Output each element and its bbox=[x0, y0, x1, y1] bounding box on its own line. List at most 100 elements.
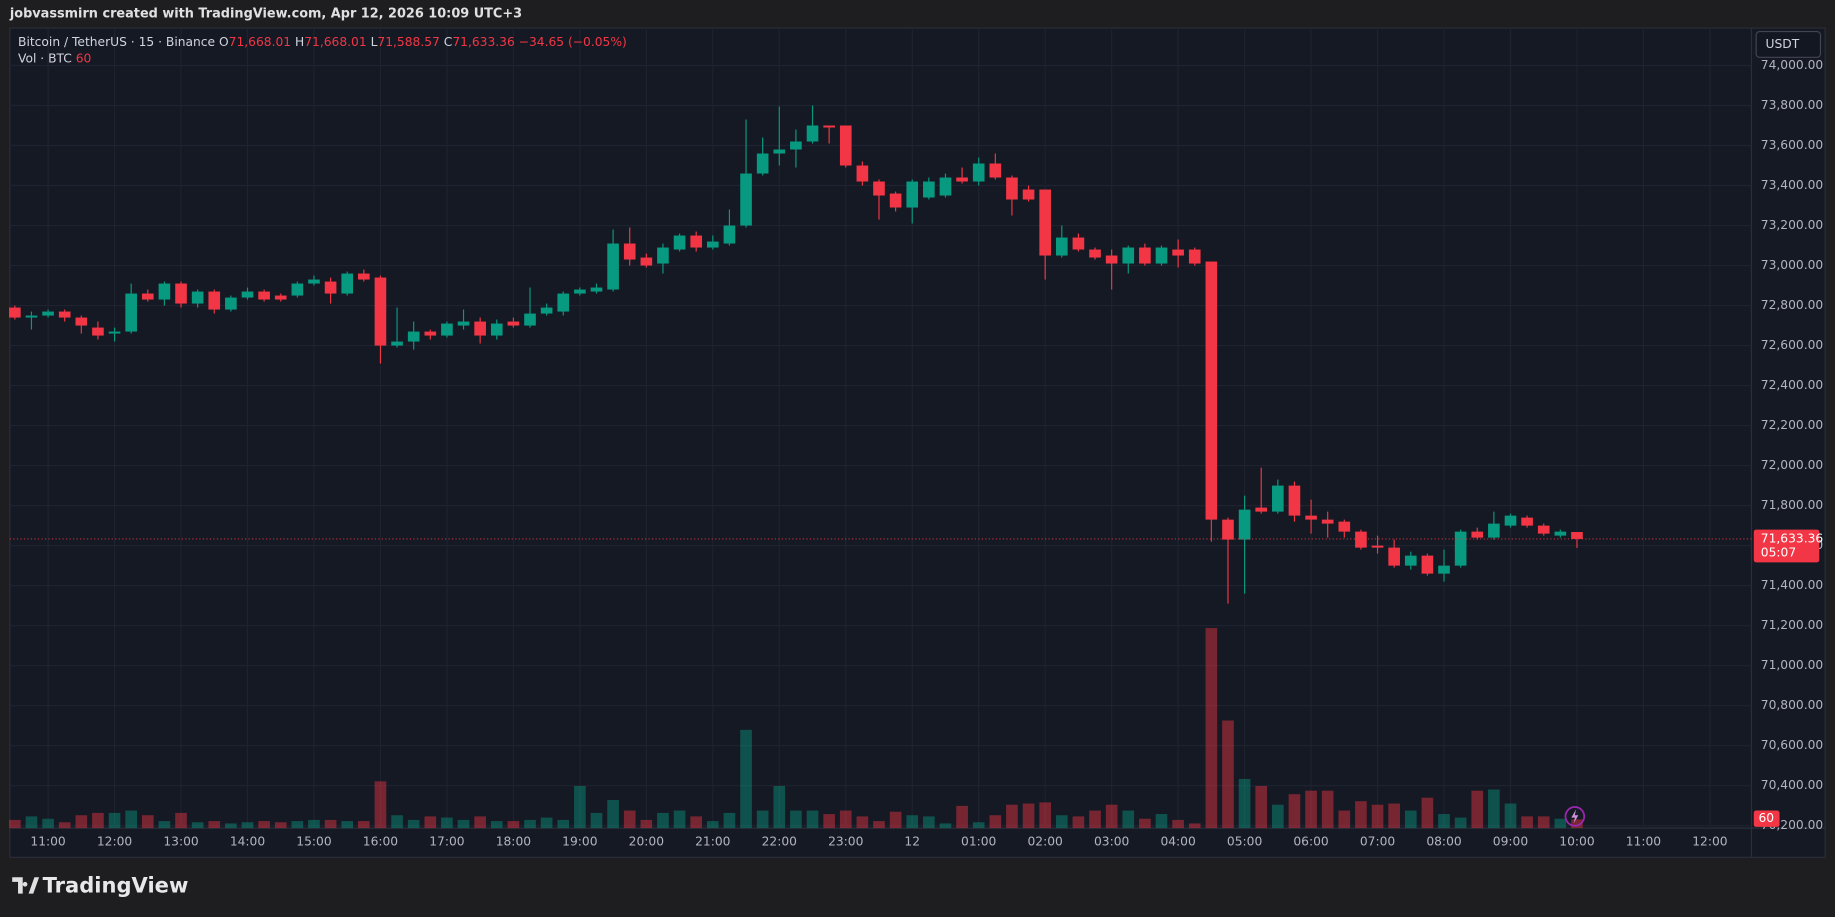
volume-bar bbox=[1055, 815, 1068, 829]
volume-bar bbox=[657, 812, 669, 829]
x-tick-label: 07:00 bbox=[1360, 835, 1395, 849]
candle-body bbox=[923, 181, 935, 198]
x-tick-label: 09:00 bbox=[1493, 835, 1528, 849]
candle-body bbox=[75, 317, 88, 326]
volume-bar bbox=[823, 814, 835, 829]
volume-bar bbox=[474, 816, 486, 829]
candle-body bbox=[457, 321, 470, 326]
candle-body bbox=[1438, 565, 1450, 574]
x-tick-label: 12 bbox=[904, 835, 920, 849]
x-tick-label: 19:00 bbox=[562, 835, 597, 849]
volume-bar bbox=[1105, 804, 1118, 829]
x-tick-label: 02:00 bbox=[1027, 835, 1062, 849]
candle-body bbox=[291, 283, 304, 296]
legend-change: −34.65 (−0.05%) bbox=[519, 35, 627, 49]
candle-body bbox=[258, 291, 270, 300]
volume-bar bbox=[723, 812, 736, 829]
candle-body bbox=[225, 297, 237, 310]
candle-body bbox=[1571, 532, 1583, 539]
volume-bar bbox=[175, 812, 187, 829]
candle-body bbox=[524, 313, 536, 326]
y-tick-label: 71,200.00 bbox=[1761, 618, 1823, 632]
volume-bar bbox=[1521, 816, 1533, 829]
volume-bar bbox=[1338, 810, 1351, 829]
currency-button[interactable] bbox=[1755, 30, 1822, 58]
candle-body bbox=[657, 247, 669, 264]
volume-bar bbox=[1205, 628, 1218, 829]
legend-value: 71,668.01 bbox=[229, 35, 291, 49]
candle-body bbox=[607, 243, 619, 290]
candle-body bbox=[640, 257, 653, 266]
volume-bar bbox=[1421, 797, 1434, 829]
volume-bar bbox=[1488, 789, 1500, 829]
volume-bar bbox=[1139, 818, 1151, 829]
volume-bar bbox=[1537, 816, 1550, 829]
volume-bar bbox=[341, 821, 354, 829]
candle-body bbox=[1521, 517, 1533, 526]
volume-bar bbox=[9, 819, 21, 829]
volume-bar bbox=[391, 815, 403, 829]
volume-bar bbox=[158, 821, 171, 829]
volume-bar bbox=[507, 821, 520, 829]
volume-bar bbox=[58, 822, 71, 829]
candle-body bbox=[590, 287, 603, 292]
candle-body bbox=[839, 125, 852, 166]
candle-body bbox=[208, 291, 221, 310]
x-tick-label: 12:00 bbox=[97, 835, 132, 849]
candle-body bbox=[108, 331, 121, 334]
volume-bar bbox=[756, 810, 769, 829]
candle-body bbox=[1388, 547, 1400, 566]
volume-bar bbox=[706, 821, 719, 829]
candle-body bbox=[1338, 521, 1351, 532]
x-tick-label: 18:00 bbox=[496, 835, 531, 849]
volume-bar bbox=[374, 781, 387, 829]
candle-body bbox=[706, 241, 719, 248]
candle-body bbox=[1421, 555, 1434, 574]
volume-bar bbox=[1089, 810, 1101, 829]
currency[interactable]: USDT bbox=[1765, 37, 1799, 51]
candle-body bbox=[241, 291, 254, 298]
volume-bar bbox=[1022, 803, 1035, 829]
candle-body bbox=[274, 295, 287, 300]
candle-body bbox=[158, 283, 171, 300]
candle-body bbox=[324, 281, 337, 294]
x-tick-label: 17:00 bbox=[429, 835, 464, 849]
y-tick-label: 72,400.00 bbox=[1761, 378, 1823, 392]
volume-bar bbox=[490, 821, 503, 829]
volume-bar bbox=[1122, 810, 1135, 829]
candle-body bbox=[507, 321, 520, 326]
x-tick-label: 20:00 bbox=[629, 835, 664, 849]
volume-bar bbox=[1006, 804, 1018, 829]
candle-body bbox=[1022, 189, 1035, 200]
alert-icon[interactable] bbox=[1564, 806, 1586, 827]
candle-body bbox=[175, 283, 187, 304]
candle-body bbox=[873, 181, 885, 196]
volume-bar bbox=[557, 819, 570, 829]
symbol: Bitcoin / TetherUS · 15 · Binance bbox=[18, 35, 215, 49]
candle-body bbox=[1537, 525, 1550, 534]
volume-bar bbox=[75, 815, 88, 829]
volume-bar bbox=[590, 812, 603, 829]
legend-value: 71,668.01 bbox=[304, 35, 366, 49]
volume-bar bbox=[424, 816, 437, 829]
volume-bar bbox=[1454, 817, 1467, 829]
grid bbox=[9, 28, 1752, 829]
x-tick-label: 12:00 bbox=[1692, 835, 1727, 849]
volume-bar bbox=[873, 821, 885, 829]
candle-body bbox=[1272, 485, 1284, 512]
legend-key: O bbox=[219, 35, 229, 49]
candle-body bbox=[1155, 247, 1168, 264]
volume-legend: Vol · BTC 60 bbox=[18, 51, 91, 65]
x-tick-label: 08:00 bbox=[1426, 835, 1461, 849]
candle-body bbox=[773, 149, 786, 154]
candle-body bbox=[723, 225, 736, 244]
candle-body bbox=[25, 315, 38, 318]
legend-value: 71,633.36 bbox=[452, 35, 515, 49]
candle-body bbox=[623, 243, 636, 260]
candle-body bbox=[1222, 519, 1234, 540]
countdown: 05:07 bbox=[1761, 545, 1796, 559]
x-tick-label: 03:00 bbox=[1094, 835, 1129, 849]
volume-bar bbox=[1504, 803, 1517, 829]
volume-bar bbox=[989, 815, 1002, 829]
